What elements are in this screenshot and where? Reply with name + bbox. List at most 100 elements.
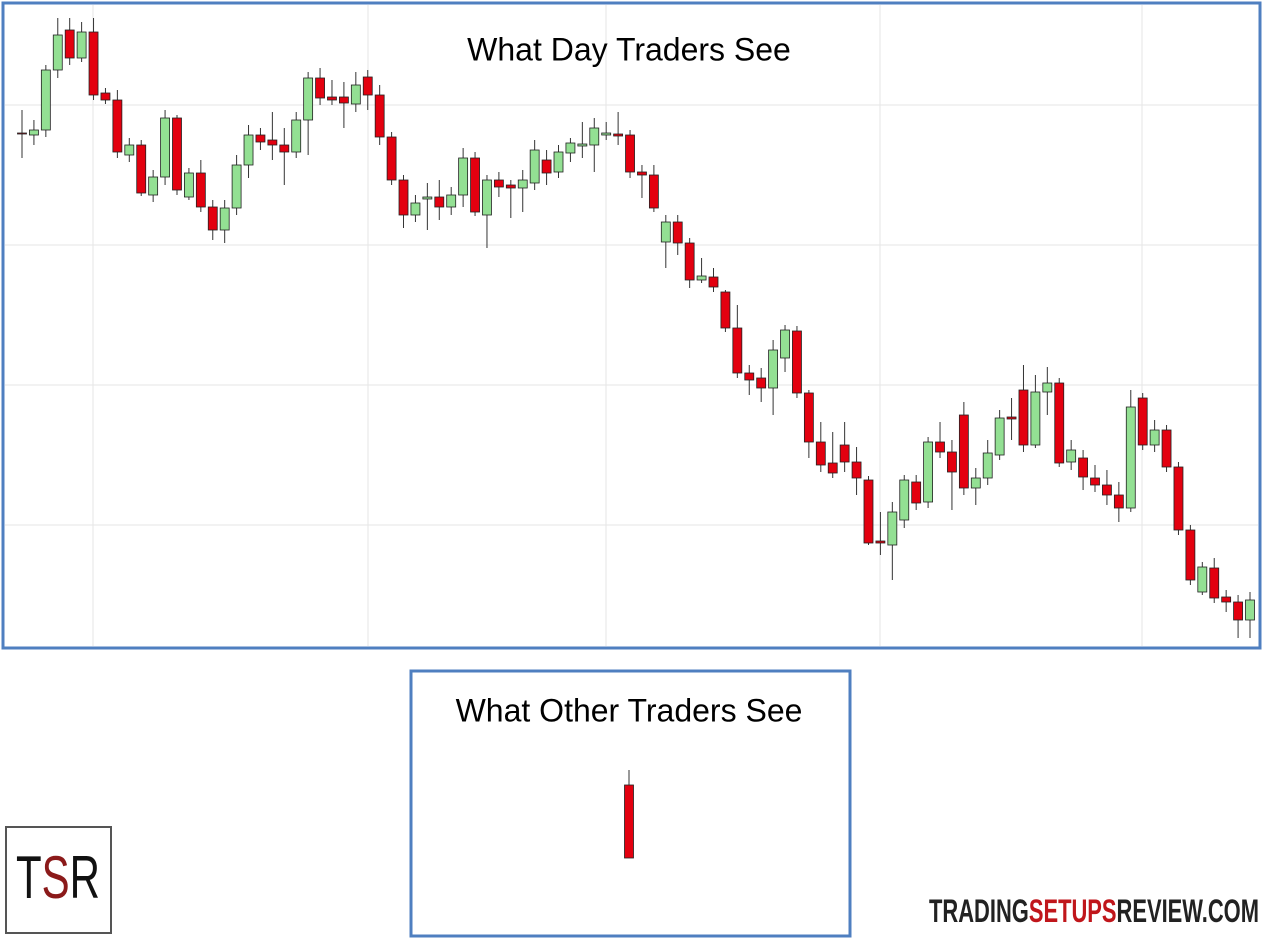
candle-body xyxy=(1173,466,1184,531)
candle-body xyxy=(803,392,814,443)
candle-body xyxy=(982,452,993,479)
candle-body xyxy=(482,179,492,216)
candle-body xyxy=(970,477,981,489)
candle-body xyxy=(994,417,1005,456)
candle-body xyxy=(601,132,612,136)
other-chart xyxy=(624,770,634,859)
candle-body xyxy=(708,276,719,288)
candle-body xyxy=(648,174,659,209)
candle-body xyxy=(339,96,349,104)
candle-body xyxy=(1102,484,1112,496)
candle-body xyxy=(410,202,421,216)
candle-body xyxy=(1149,429,1160,446)
website-part: TRADING xyxy=(929,893,1029,929)
candle-body xyxy=(1018,389,1029,446)
candle-body xyxy=(279,144,290,153)
candle-body xyxy=(184,172,194,198)
candle-body xyxy=(172,117,182,191)
candle-body xyxy=(255,134,266,143)
candle-body xyxy=(64,29,75,59)
candle-body xyxy=(207,206,218,231)
candle-body xyxy=(505,184,516,189)
candle-body xyxy=(875,540,886,544)
candle-body xyxy=(1197,566,1208,593)
candle-body xyxy=(40,69,51,131)
logo-letter: R xyxy=(70,844,100,911)
candle-body xyxy=(243,134,254,166)
candle-body xyxy=(792,330,802,394)
candle-body xyxy=(422,196,433,200)
candle-body xyxy=(887,511,898,546)
candle-body xyxy=(565,142,576,154)
candle-body xyxy=(923,441,933,503)
candle-body xyxy=(100,92,111,101)
candle-body xyxy=(756,377,767,389)
candle-body xyxy=(327,96,337,101)
candle-body xyxy=(148,176,159,196)
candle-body xyxy=(827,462,838,474)
candle-body xyxy=(553,151,564,173)
candle-body xyxy=(935,441,945,453)
candle-body xyxy=(231,164,242,209)
candle-body xyxy=(219,207,230,231)
chart-frame xyxy=(1,1,1262,650)
logo-letter: S xyxy=(42,844,70,911)
logo-frame xyxy=(5,826,112,934)
candle-body xyxy=(517,179,528,189)
candle-body xyxy=(386,136,397,181)
candle-body xyxy=(958,414,969,489)
candle-body xyxy=(458,157,469,196)
candle-body xyxy=(577,143,588,147)
candle-body xyxy=(815,441,826,466)
candle-body xyxy=(76,31,87,59)
candle-body xyxy=(398,179,409,216)
candle-body xyxy=(1054,382,1065,464)
candle-body xyxy=(1090,477,1100,486)
candle-body xyxy=(124,144,135,156)
candle-body xyxy=(434,196,445,208)
candle-body xyxy=(744,372,755,381)
candle-body xyxy=(1161,429,1172,468)
chart-title: What Other Traders See xyxy=(456,692,803,728)
candle-body xyxy=(17,132,27,135)
candle-body xyxy=(851,461,862,479)
candle-body xyxy=(374,94,385,138)
candle-body xyxy=(1030,391,1041,446)
website-part: REVIEW.COM xyxy=(1117,893,1259,929)
candle-body xyxy=(136,144,147,194)
logo-letter: T xyxy=(16,844,42,911)
candle-body xyxy=(446,194,457,208)
candle-body xyxy=(625,134,635,173)
candle-body xyxy=(684,242,695,281)
candle-body xyxy=(470,157,480,213)
candle-body xyxy=(362,76,373,96)
candle-body xyxy=(1042,382,1053,393)
candle-body xyxy=(350,84,361,105)
candle-body xyxy=(112,99,123,153)
candle-body xyxy=(1113,494,1124,509)
candle-body xyxy=(88,31,99,96)
candle-body xyxy=(660,221,671,243)
candle-body xyxy=(637,171,647,176)
candle-body xyxy=(720,291,731,329)
website-part: SETUPS xyxy=(1029,893,1117,929)
candle-body xyxy=(911,481,922,504)
candle-body xyxy=(493,179,504,188)
candle-body xyxy=(589,127,600,146)
candle-body xyxy=(1066,449,1077,463)
candle-body xyxy=(1245,599,1255,621)
candle-body xyxy=(732,327,743,374)
logo: TSR xyxy=(16,844,100,911)
candle-body xyxy=(1209,567,1220,599)
candle-body xyxy=(315,77,325,99)
candle-body xyxy=(1185,529,1196,581)
candle-body xyxy=(768,349,779,389)
candle-body xyxy=(529,149,540,184)
candle-body xyxy=(1125,406,1136,509)
candle-body xyxy=(624,784,634,859)
candle-body xyxy=(195,172,206,208)
candle-body xyxy=(1078,457,1088,478)
candle-body xyxy=(52,34,63,71)
candle-body xyxy=(696,275,707,281)
